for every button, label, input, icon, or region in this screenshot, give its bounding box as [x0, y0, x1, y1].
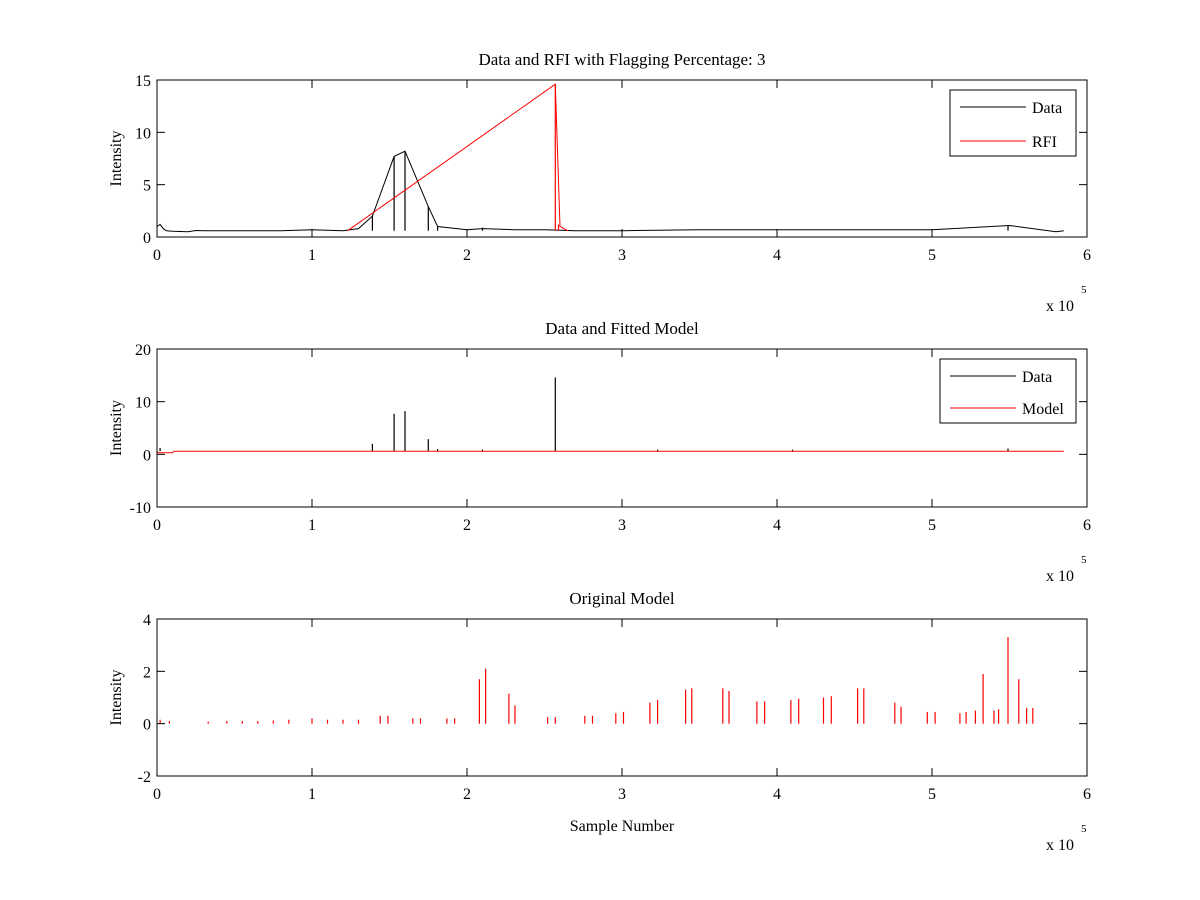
x-exponent-power: 5: [1081, 823, 1087, 835]
legend-label: Data: [1032, 100, 1062, 117]
x-tick-label: 3: [618, 247, 626, 264]
x-tick-label: 1: [308, 247, 316, 264]
x-exponent-power: 5: [1081, 284, 1087, 296]
y-tick-label: 10: [135, 395, 151, 412]
series-1: [159, 637, 1034, 724]
x-tick-label: 4: [773, 247, 781, 264]
series-line: [156, 450, 1064, 454]
x-tick-label: 5: [928, 786, 936, 803]
y-tick-label: -10: [130, 500, 151, 517]
x-tick-label: 5: [928, 517, 936, 534]
x-tick-label: 0: [153, 247, 161, 264]
legend-label: Model: [1022, 401, 1064, 418]
series-model: [156, 450, 1064, 454]
y-tick-label: 4: [143, 612, 151, 629]
chart-title: Original Model: [569, 589, 675, 608]
x-tick-label: 3: [618, 786, 626, 803]
y-tick-label: 10: [135, 125, 151, 142]
legend-label: Data: [1022, 369, 1052, 386]
y-tick-label: 0: [143, 717, 151, 734]
x-axis-label: Sample Number: [570, 818, 675, 835]
x-tick-label: 5: [928, 247, 936, 264]
series-data: [159, 377, 1009, 452]
x-tick-label: 4: [773, 786, 781, 803]
chart-title: Data and Fitted Model: [545, 319, 699, 338]
legend-label: RFI: [1032, 134, 1057, 151]
series-rfi: [347, 83, 569, 232]
x-tick-label: 1: [308, 786, 316, 803]
y-tick-label: -2: [138, 769, 151, 786]
y-axis-label: Intensity: [108, 131, 125, 187]
x-exponent-power: 5: [1081, 554, 1087, 566]
legend-box: [949, 89, 1077, 157]
y-tick-label: 2: [143, 664, 151, 681]
x-tick-label: 3: [618, 517, 626, 534]
y-axis-label: Intensity: [108, 400, 125, 456]
chart-title: Data and RFI with Flagging Percentage: 3: [478, 50, 765, 69]
y-tick-label: 0: [143, 447, 151, 464]
x-tick-label: 6: [1083, 517, 1091, 534]
x-tick-label: 2: [463, 247, 471, 264]
x-tick-label: 2: [463, 786, 471, 803]
x-tick-label: 6: [1083, 247, 1091, 264]
x-tick-label: 1: [308, 517, 316, 534]
x-tick-label: 0: [153, 517, 161, 534]
y-tick-label: 0: [143, 230, 151, 247]
legend: Data Model: [939, 358, 1077, 424]
series-line: [347, 83, 569, 232]
y-tick-label: 5: [143, 178, 151, 195]
x-tick-label: 2: [463, 517, 471, 534]
x-exponent-base: x 10: [1046, 568, 1074, 585]
x-exponent-base: x 10: [1046, 837, 1074, 854]
y-tick-label: 15: [135, 73, 151, 90]
x-exponent-base: x 10: [1046, 298, 1074, 315]
y-axis-label: Intensity: [108, 670, 125, 726]
y-tick-label: 20: [135, 342, 151, 359]
subplot-1: 0 1 2 3 4 5 6 0 5 10 15 Data and RFI with Flagging …: [108, 50, 1091, 315]
x-tick-label: 4: [773, 517, 781, 534]
x-tick-label: 6: [1083, 786, 1091, 803]
legend: Data RFI: [949, 89, 1077, 157]
x-tick-label: 0: [153, 786, 161, 803]
legend-box: [939, 358, 1077, 424]
